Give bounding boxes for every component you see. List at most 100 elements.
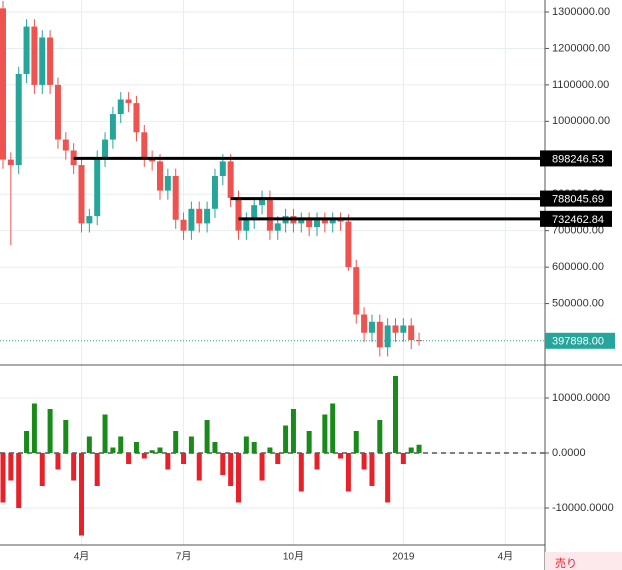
y-tick-label: 1100000.00	[552, 79, 609, 91]
candle-body	[102, 139, 109, 158]
candle-body	[157, 161, 163, 191]
histogram-bar	[141, 453, 147, 459]
histogram-bar	[361, 453, 367, 470]
histogram-bar	[259, 453, 265, 481]
histogram-bar	[196, 453, 202, 481]
histogram-bar	[188, 436, 194, 454]
y-tick-label: -10000.0000	[552, 502, 614, 514]
y-tick-label: 1300000.00	[552, 6, 610, 18]
histogram-bar	[345, 453, 351, 492]
histogram-bar	[306, 430, 312, 454]
histogram-bar	[204, 419, 210, 454]
histogram-bar	[267, 447, 273, 454]
histogram-bar	[283, 425, 289, 454]
candle-body	[329, 219, 336, 224]
candle-body	[31, 26, 38, 85]
histogram-bar	[8, 453, 14, 481]
histogram-bar	[314, 453, 320, 470]
price-label-bg	[545, 332, 615, 349]
histogram-bar	[353, 430, 359, 454]
histogram-bar	[47, 408, 53, 454]
candle-body	[345, 221, 352, 268]
histogram-bar	[369, 453, 375, 487]
candle-body	[7, 159, 14, 166]
histogram-bar	[416, 444, 422, 454]
histogram-bar	[290, 408, 296, 454]
candle-body	[54, 84, 61, 140]
histogram-bar	[322, 414, 328, 454]
y-tick-label: 1000000.00	[552, 115, 610, 127]
x-tick-label: 10月	[283, 551, 304, 563]
candle-body	[164, 176, 171, 191]
x-tick-label: 7月	[176, 551, 192, 563]
candle-body	[141, 132, 148, 158]
candle-body	[298, 219, 305, 224]
histogram-bar	[39, 453, 45, 487]
level-label-bg	[540, 150, 612, 167]
candle-body	[337, 219, 344, 222]
candle-body	[211, 176, 218, 209]
histogram-bar	[31, 403, 37, 454]
candle-body	[78, 165, 85, 224]
level-label-bg	[540, 190, 612, 207]
histogram-bar	[16, 453, 22, 509]
histogram-bar	[149, 450, 155, 454]
candle-body	[219, 161, 226, 177]
candle-body	[188, 208, 195, 231]
histogram-bar	[79, 453, 84, 536]
histogram-bar	[400, 453, 406, 465]
histogram-bar	[338, 453, 344, 459]
histogram-bar	[118, 436, 124, 454]
level-label: 732462.84	[552, 214, 604, 226]
candle-body	[368, 321, 375, 333]
candle-body	[235, 197, 242, 231]
candle-body	[259, 197, 266, 206]
candle-body	[86, 216, 93, 224]
histogram-bar	[173, 430, 179, 454]
histogram-bar	[330, 403, 336, 454]
histogram-bar	[408, 447, 414, 454]
candle-body	[125, 99, 132, 104]
candle-body	[266, 197, 273, 231]
candle-body	[384, 325, 391, 348]
y-tick-label: 700000.00	[552, 225, 604, 237]
candle-body	[23, 26, 30, 74]
candle-body	[172, 176, 179, 220]
candle-body	[15, 73, 22, 166]
candle-body	[0, 8, 6, 160]
candle-body	[47, 37, 54, 85]
candle-body	[196, 208, 203, 224]
level-label: 788045.69	[552, 194, 604, 206]
histogram-bar	[236, 453, 241, 503]
candle-body	[117, 99, 124, 115]
histogram-bar	[0, 453, 6, 503]
histogram-bar	[243, 436, 249, 454]
histogram-bar	[157, 447, 163, 454]
candle-body	[416, 340, 423, 342]
y-tick-label: 10000.0000	[552, 392, 610, 404]
candle-body	[133, 103, 140, 133]
histogram-bar	[24, 430, 30, 454]
histogram-bar	[165, 453, 171, 470]
y-tick-label: 1200000.00	[552, 42, 610, 54]
candle-body	[274, 223, 281, 231]
sell-button-label[interactable]: 売り	[555, 557, 577, 570]
sell-button[interactable]	[545, 552, 622, 570]
candle-body	[306, 219, 313, 228]
candle-body	[314, 219, 320, 228]
histogram-bar	[63, 419, 69, 454]
y-tick-label: 600000.00	[552, 261, 604, 273]
histogram-bar	[377, 419, 383, 454]
candle-body	[353, 267, 360, 315]
histogram-bar	[126, 453, 132, 465]
candle-body	[321, 219, 328, 224]
candle-body	[94, 157, 101, 217]
candle-body	[251, 205, 258, 220]
histogram-bar	[133, 442, 139, 454]
histogram-bar	[385, 453, 391, 503]
candle-body	[204, 208, 211, 224]
candle-body	[39, 37, 46, 85]
candle-body	[376, 321, 383, 348]
